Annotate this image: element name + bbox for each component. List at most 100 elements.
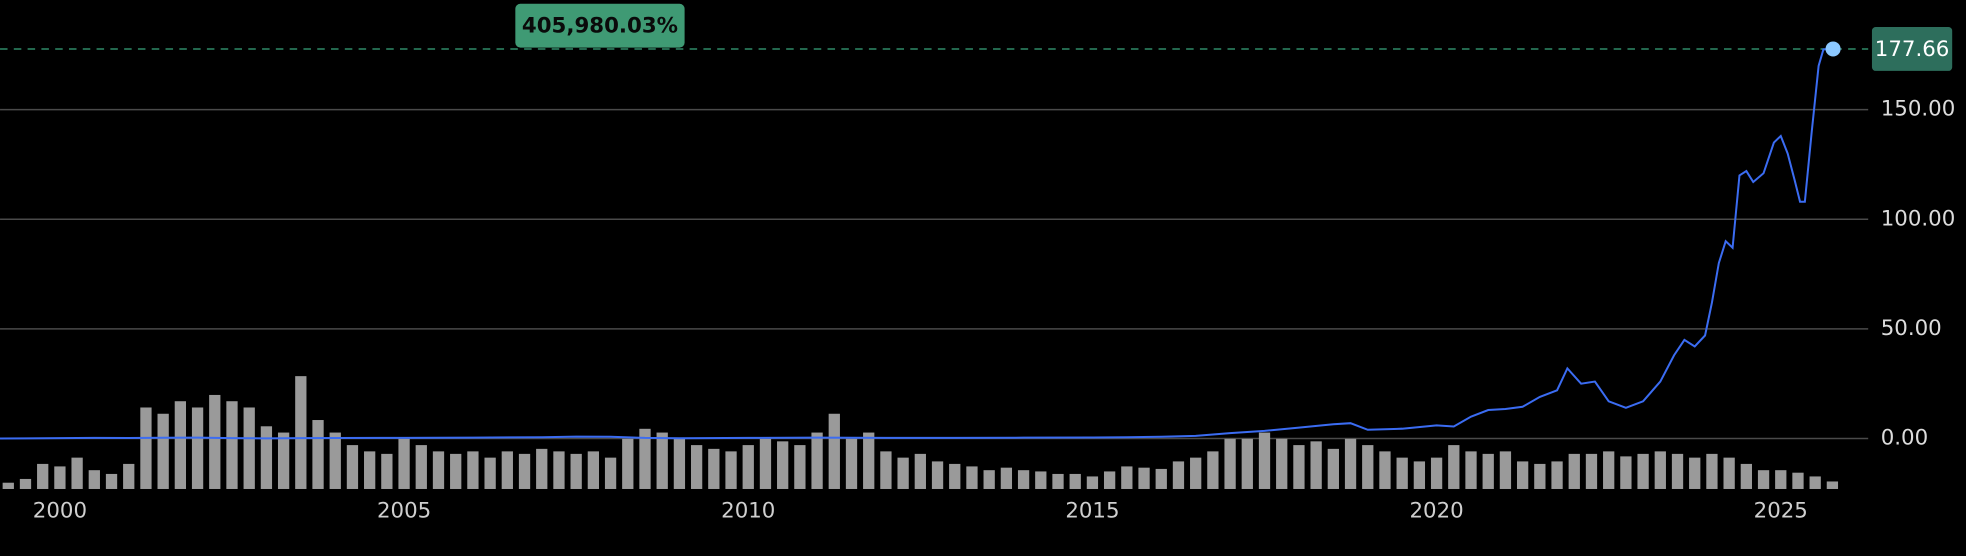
volume-bar [1809,476,1821,489]
volume-bar [1671,453,1684,489]
volume-bar [622,438,634,489]
volume-bar [1086,476,1099,489]
last-price-box [1871,27,1953,71]
x-tick-label: 2005 [377,499,431,524]
volume-bar [1826,481,1839,489]
volume-bar [209,394,221,489]
volume-bar [1603,451,1615,489]
volume-bar [105,473,118,489]
volume-bar [1052,473,1064,489]
volume-bar [639,428,651,489]
y-tick-label: 100.00 [1881,206,1956,231]
volume-bar [863,432,875,489]
volume-bar [260,426,273,489]
x-tick-label: 2015 [1065,499,1119,524]
volume-bar [880,451,892,489]
y-tick-label: 0.00 [1881,426,1928,451]
volume-bar [277,432,290,489]
x-tick-label: 2000 [33,499,87,524]
volume-bar [1706,453,1718,489]
volume-bar [1775,470,1787,489]
volume-bar [1585,453,1598,489]
volume-bar [1017,470,1030,489]
volume-bar [364,451,376,489]
volume-bar [518,453,531,489]
volume-bar [1396,457,1408,489]
volume-bar [914,453,926,489]
volume-bar [432,451,445,489]
volume-bar [570,453,582,489]
volume-bar [1327,448,1339,489]
annotation-box [515,3,685,48]
volume-bar [312,420,324,489]
volume-bar [1103,471,1116,489]
volume-bar [1344,438,1357,489]
volume-bar [484,457,496,489]
volume-bar [1293,445,1305,489]
volume-bar [725,451,737,489]
y-tick-label: 50.00 [1881,316,1942,341]
volume-bar [1190,457,1202,489]
volume-bar [329,432,341,489]
volume-bar [828,413,840,489]
volume-bar [226,401,238,489]
volume-bar [1448,445,1460,489]
volume-bar [398,438,410,489]
volume-bar [1207,451,1219,489]
volume-bar [467,451,479,489]
volume-bar [794,445,806,489]
volume-bar [1620,456,1632,489]
volume-bar [1310,441,1322,489]
volume-bar [1516,461,1529,489]
volume-bar [1035,471,1047,489]
volume-bar [1757,470,1770,489]
volume-bar [1069,473,1081,489]
volume-bar [966,466,978,489]
volume-bar [1430,457,1443,489]
volume-bar [501,451,513,489]
volume-bar [1241,438,1253,489]
volume-bar [88,470,100,489]
volume-bar [1689,457,1701,489]
volume-bar [536,448,548,489]
volume-bar [604,457,617,489]
volume-bar [1155,468,1167,489]
volume-bar [845,438,858,489]
volume-bar [123,463,135,489]
volume-bar [1000,467,1013,489]
volume-bar [1568,453,1580,489]
volume-bar [140,407,152,489]
x-tick-label: 2010 [721,499,775,524]
volume-bar [157,413,169,489]
volume-bar [54,466,66,489]
volume-bar [346,445,359,489]
volume-bar [1276,438,1288,489]
volume-bar [1413,461,1426,489]
price-line [0,47,1834,440]
volume-bar [811,432,823,489]
volume-bar [1465,451,1477,489]
volume-bar [1379,451,1391,489]
volume-bar [759,438,772,489]
volume-bar [1224,438,1236,489]
x-tick-label: 2020 [1409,499,1463,524]
y-tick-label: 150.00 [1881,97,1956,122]
volume-bar [708,448,720,489]
volume-bar [690,445,703,489]
volume-bar [71,457,83,489]
volume-bar [897,457,909,489]
volume-bar [1172,461,1185,489]
volume-bar [931,461,944,489]
x-tick-label: 2025 [1754,499,1808,524]
volume-bar [1258,432,1271,489]
volume-bar [1792,472,1804,489]
volume-bar [553,451,565,489]
volume-bar [1551,461,1563,489]
volume-bar [949,463,961,489]
volume-bar [656,432,668,489]
volume-bar [1654,451,1666,489]
volume-bar [2,482,14,489]
volume-bar [777,441,789,489]
